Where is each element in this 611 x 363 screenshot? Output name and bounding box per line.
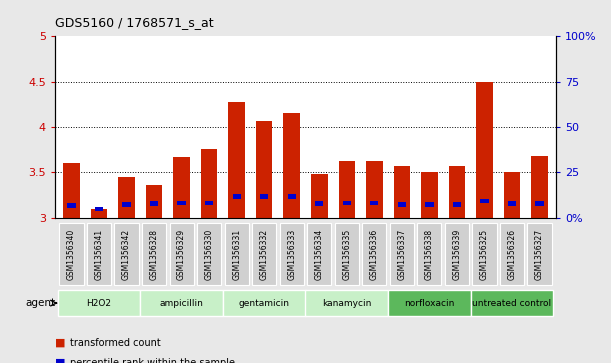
Text: GSM1356325: GSM1356325 (480, 229, 489, 280)
Text: GSM1356332: GSM1356332 (260, 229, 269, 280)
Text: GSM1356331: GSM1356331 (232, 229, 241, 280)
Bar (388, 290, 470, 316)
Bar (390, 223, 414, 285)
Bar (256, 121, 273, 218)
Text: ■: ■ (55, 358, 65, 363)
Bar (284, 113, 300, 218)
Bar (260, 194, 268, 199)
Text: norfloxacin: norfloxacin (404, 299, 455, 307)
Text: GSM1356336: GSM1356336 (370, 228, 379, 280)
Bar (280, 223, 304, 285)
Bar (480, 199, 489, 203)
Bar (470, 290, 553, 316)
Bar (366, 160, 382, 218)
Bar (146, 185, 163, 218)
Bar (445, 223, 469, 285)
Bar (122, 202, 131, 207)
Text: GSM1356339: GSM1356339 (452, 228, 461, 280)
Text: GSM1356333: GSM1356333 (287, 228, 296, 280)
Bar (393, 166, 410, 218)
Bar (119, 177, 135, 218)
Bar (288, 194, 296, 199)
Bar (453, 202, 461, 207)
Bar (142, 223, 166, 285)
Text: GSM1356329: GSM1356329 (177, 229, 186, 280)
Bar (150, 201, 158, 206)
Bar (141, 290, 223, 316)
Bar (306, 290, 388, 316)
Bar (233, 194, 241, 199)
Text: GSM1356338: GSM1356338 (425, 229, 434, 280)
Text: ■: ■ (55, 338, 65, 348)
Bar (500, 223, 524, 285)
Text: gentamicin: gentamicin (239, 299, 290, 307)
Bar (169, 223, 194, 285)
Bar (197, 223, 221, 285)
Text: percentile rank within the sample: percentile rank within the sample (70, 358, 235, 363)
Bar (311, 174, 327, 218)
Bar (398, 202, 406, 207)
Bar (370, 200, 378, 205)
Bar (114, 223, 139, 285)
Bar (425, 202, 434, 207)
Bar (67, 203, 76, 208)
Text: untreated control: untreated control (472, 299, 552, 307)
Bar (201, 149, 218, 218)
Text: GSM1356335: GSM1356335 (342, 228, 351, 280)
Bar (472, 223, 497, 285)
Bar (315, 201, 323, 206)
Bar (421, 172, 437, 218)
Bar (229, 102, 245, 218)
Text: kanamycin: kanamycin (322, 299, 371, 307)
Bar (307, 223, 331, 285)
Text: GSM1356337: GSM1356337 (397, 228, 406, 280)
Text: GSM1356327: GSM1356327 (535, 229, 544, 280)
Bar (252, 223, 276, 285)
Bar (174, 157, 190, 218)
Text: GSM1356340: GSM1356340 (67, 228, 76, 280)
Bar (476, 82, 492, 218)
Bar (95, 207, 103, 211)
Text: GDS5160 / 1768571_s_at: GDS5160 / 1768571_s_at (55, 16, 214, 29)
Bar (335, 223, 359, 285)
Text: agent: agent (26, 298, 56, 308)
Text: GSM1356342: GSM1356342 (122, 229, 131, 280)
Bar (338, 160, 355, 218)
Text: GSM1356328: GSM1356328 (150, 229, 159, 280)
Text: H2O2: H2O2 (87, 299, 112, 307)
Bar (531, 156, 547, 218)
Text: GSM1356326: GSM1356326 (508, 229, 516, 280)
Bar (448, 166, 465, 218)
Bar (508, 201, 516, 206)
Bar (64, 163, 80, 218)
Bar (343, 200, 351, 205)
Bar (59, 223, 84, 285)
Bar (87, 223, 111, 285)
Bar (527, 223, 552, 285)
Bar (362, 223, 386, 285)
Bar (177, 200, 186, 205)
Bar (503, 172, 520, 218)
Text: GSM1356341: GSM1356341 (95, 229, 103, 280)
Text: GSM1356334: GSM1356334 (315, 228, 324, 280)
Bar (417, 223, 442, 285)
Bar (535, 201, 544, 206)
Text: GSM1356330: GSM1356330 (205, 228, 214, 280)
Text: transformed count: transformed count (70, 338, 161, 348)
Bar (223, 290, 306, 316)
Bar (58, 290, 141, 316)
Text: ampicillin: ampicillin (159, 299, 203, 307)
Bar (225, 223, 249, 285)
Bar (205, 200, 213, 205)
Bar (91, 209, 108, 218)
